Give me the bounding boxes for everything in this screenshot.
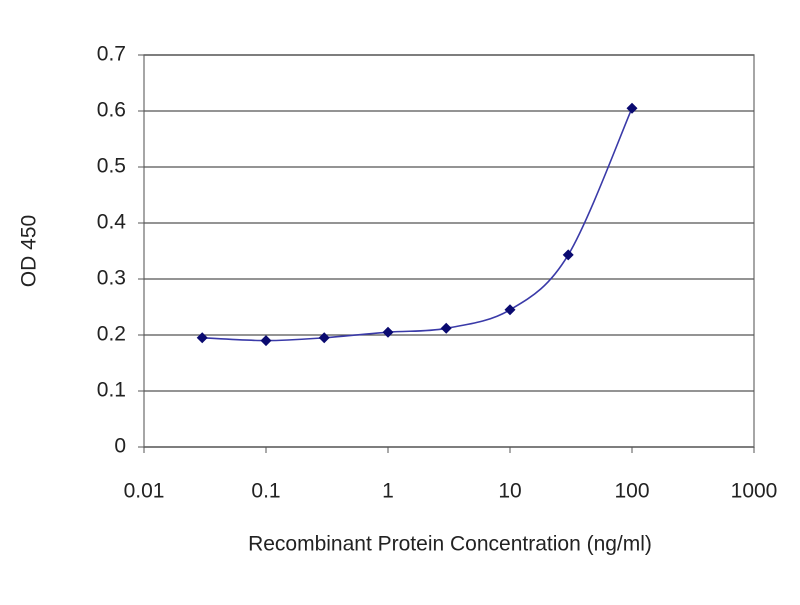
data-point [626,102,638,114]
x-tick-label: 100 [614,480,649,503]
x-tick-label: 0.01 [124,480,165,503]
y-tick-label: 0.6 [97,99,126,122]
y-axis-label: OD 450 [18,215,41,287]
y-tick-label: 0.7 [97,43,126,66]
data-point [440,322,452,334]
x-tick-label: 0.1 [251,480,280,503]
data-point [196,332,208,344]
y-tick-label: 0.5 [97,155,126,178]
data-point [318,332,330,344]
y-tick-label: 0.4 [97,211,127,234]
y-tick-label: 0.3 [97,267,126,290]
data-point [504,304,516,316]
data-point [562,249,574,261]
data-point [260,335,272,347]
y-tick-label: 0.2 [97,323,126,346]
plot-area [143,54,755,448]
x-axis-label: Recombinant Protein Concentration (ng/ml… [248,533,652,556]
x-tick-label: 1000 [731,480,778,503]
x-tick-label: 1 [382,480,394,503]
y-tick-label: 0.1 [97,379,126,402]
data-point [382,326,394,338]
y-tick-label: 0 [114,435,126,458]
x-tick-label: 10 [498,480,521,503]
